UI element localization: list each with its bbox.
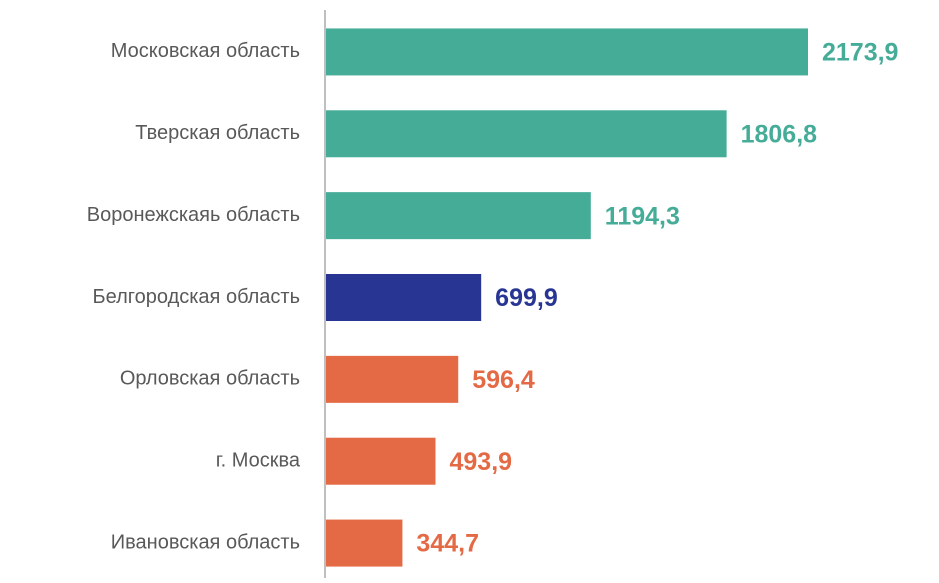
bar bbox=[326, 28, 808, 76]
category-label: Воронежскаяь область bbox=[87, 204, 300, 226]
bar bbox=[326, 110, 727, 158]
category-label: Орловская область bbox=[120, 368, 300, 390]
value-label: 1194,3 bbox=[605, 202, 680, 230]
category-label: Ивановская область bbox=[111, 531, 300, 553]
bar bbox=[326, 192, 591, 240]
category-label: г. Москва bbox=[216, 449, 301, 471]
bar bbox=[326, 355, 459, 403]
category-label: Тверская область bbox=[135, 122, 300, 144]
value-label: 1806,8 bbox=[741, 120, 818, 148]
category-label: Белгородская область bbox=[93, 286, 300, 308]
value-label: 2173,9 bbox=[822, 39, 898, 67]
value-label: 493,9 bbox=[450, 448, 513, 476]
bar bbox=[326, 274, 482, 321]
category-label: Московская область bbox=[111, 40, 300, 62]
bar bbox=[326, 437, 436, 485]
bar bbox=[326, 519, 403, 567]
value-label: 699,9 bbox=[495, 284, 558, 312]
value-label: 596,4 bbox=[472, 366, 535, 394]
value-label: 344,7 bbox=[416, 530, 479, 558]
